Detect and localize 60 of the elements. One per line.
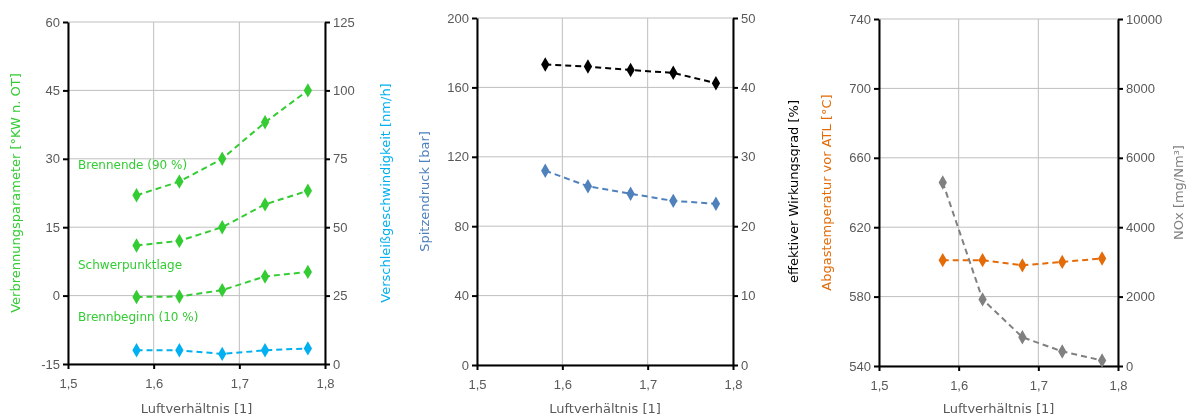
y2-tick-label: 2000 (1126, 289, 1155, 305)
y-tick-label: 0 (52, 288, 60, 304)
y-tick-label: 15 (45, 219, 60, 235)
y-tick-label: 160 (447, 80, 469, 96)
y2-tick-label: 4000 (1126, 219, 1155, 235)
series-label: Brennende (90 %) (78, 158, 188, 173)
y-tick-label: 30 (45, 151, 60, 167)
y-tick-label: 120 (447, 149, 469, 165)
x-tick-label: 1,8 (724, 376, 743, 392)
y2-tick-label: 20 (741, 218, 756, 234)
y2-tick-label: 50 (741, 10, 756, 26)
y2-tick-label: 8000 (1126, 81, 1155, 97)
series-label: Brennbeginn (10 %) (78, 309, 199, 324)
y-tick-label: 0 (461, 357, 469, 373)
y2-tick-label: 0 (741, 357, 749, 373)
y2-tick-label: 6000 (1126, 150, 1155, 166)
y2-tick-label: 25 (333, 288, 348, 304)
x-tick-label: 1,6 (950, 377, 969, 393)
y2-tick-label: 30 (741, 149, 756, 165)
y2-tick-label: 40 (741, 80, 756, 96)
x-tick-label: 1,6 (553, 376, 572, 392)
y-axis-title: Spitzendruck [bar] (417, 131, 432, 252)
x-axis-title: Luftverhältnis [1] (942, 401, 1055, 416)
x-tick-label: 1,8 (316, 375, 335, 391)
y-tick-label: 700 (849, 81, 871, 97)
x-tick-label: 1,5 (468, 376, 487, 392)
y-tick-label: 580 (849, 289, 871, 305)
y-tick-label: 60 (45, 14, 60, 30)
x-tick-label: 1,8 (1109, 377, 1128, 393)
y-tick-label: 80 (454, 218, 469, 234)
y2-tick-label: 75 (333, 151, 348, 167)
x-axis-title: Luftverhältnis [1] (140, 401, 253, 416)
y2-tick-label: 0 (333, 356, 341, 372)
y2-tick-label: 0 (1126, 358, 1134, 374)
y2-tick-label: 125 (333, 14, 355, 30)
y-tick-label: 740 (849, 11, 871, 27)
x-tick-label: 1,7 (230, 375, 249, 391)
y-axis-title: Verbrennungsparameter [°KW n. OT] (8, 73, 23, 313)
y-tick-label: 620 (849, 219, 871, 235)
x-tick-label: 1,7 (639, 376, 658, 392)
y-tick-label: 660 (849, 150, 871, 166)
y-tick-label: -15 (41, 356, 60, 372)
y-tick-label: 200 (447, 10, 469, 26)
y-tick-label: 40 (454, 288, 469, 304)
y2-tick-label: 50 (333, 219, 348, 235)
y2-tick-label: 10000 (1126, 11, 1163, 27)
series-label: Schwerpunktlage (78, 258, 183, 273)
y2-axis-title: Verschleißgeschwindigkeit [nm/h] (378, 83, 393, 303)
x-tick-label: 1,6 (145, 375, 164, 391)
y-tick-label: 45 (45, 83, 60, 99)
y2-tick-label: 100 (333, 83, 355, 99)
x-tick-label: 1,7 (1029, 377, 1048, 393)
y2-tick-label: 10 (741, 288, 756, 304)
y-tick-label: 540 (849, 358, 871, 374)
y-axis-title: Abgastemperatur vor ATL [°C] (819, 94, 834, 291)
y2-axis-title: effektiver Wirkungsgrad [%] (786, 100, 801, 283)
y2-axis-title: NOx [mg/Nm³] (1171, 145, 1186, 240)
x-tick-label: 1,5 (59, 375, 78, 391)
x-axis-title: Luftverhältnis [1] (549, 401, 661, 416)
x-tick-label: 1,5 (870, 377, 889, 393)
